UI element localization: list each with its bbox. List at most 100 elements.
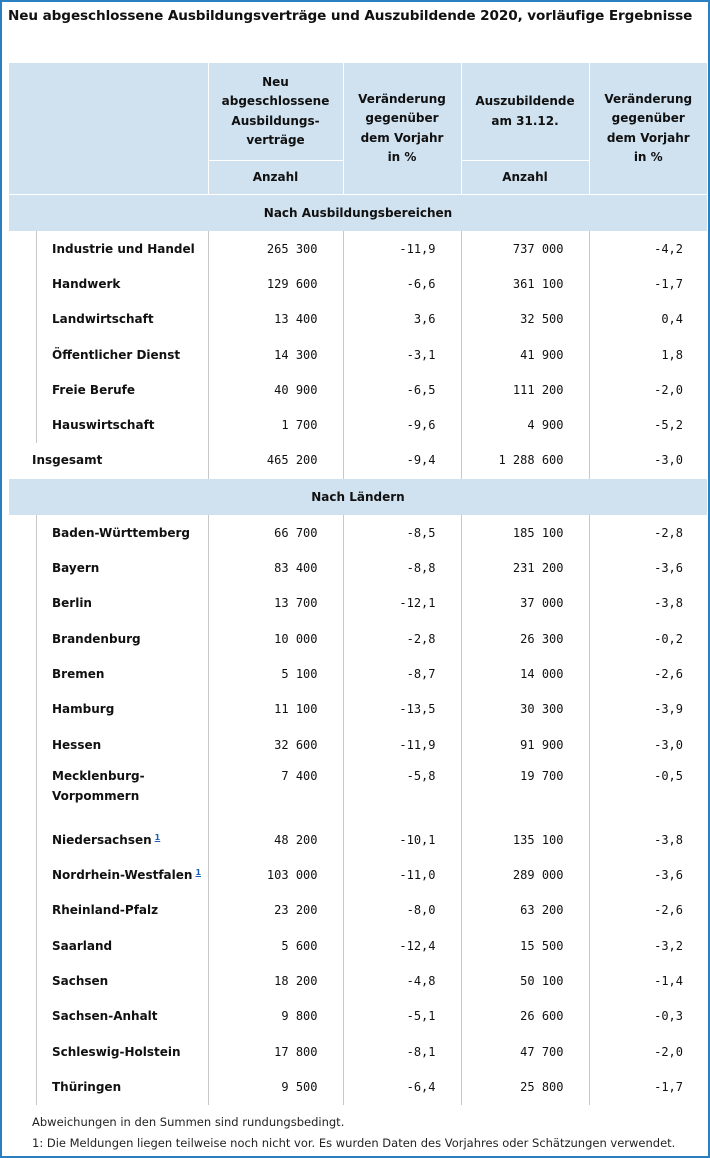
row-label-text: Sachsen xyxy=(52,973,109,988)
cell-trainees: 26 300 xyxy=(460,620,589,657)
cell-trainees: 135 100 xyxy=(460,822,589,858)
cell-trainees-change: -3,0 xyxy=(588,442,707,479)
cell-contracts: 7 400 xyxy=(207,762,343,823)
cell-contracts-change: -5,1 xyxy=(342,998,461,1034)
cell-contracts: 265 300 xyxy=(207,231,343,267)
cell-contracts-change: -6,5 xyxy=(342,372,461,408)
row-label-text: Brandenburg xyxy=(52,631,141,646)
footnote-link[interactable]: 1 xyxy=(154,832,161,842)
row-label-text: Hessen xyxy=(52,737,102,752)
cell-contracts: 14 300 xyxy=(207,336,343,373)
table-row: Bayern 83 400 -8,8 231 200 -3,6 xyxy=(9,550,707,586)
table-row: Hamburg 11 100 -13,5 30 300 -3,9 xyxy=(9,691,707,728)
cell-trainees: 91 900 xyxy=(460,726,589,763)
cell-contracts-change: -11,0 xyxy=(342,857,461,893)
cell-contracts-change: -3,1 xyxy=(342,336,461,373)
cell-trainees-change: -1,7 xyxy=(588,1069,707,1105)
table-row: Berlin 13 700 -12,1 37 000 -3,8 xyxy=(9,585,707,622)
row-label-text: Rheinland-Pfalz xyxy=(52,903,159,918)
header-unit-contracts: Anzahl xyxy=(207,160,343,195)
row-label: Schleswig-Holstein xyxy=(9,1033,208,1070)
table-row: Brandenburg 10 000 -2,8 26 300 -0,2 xyxy=(9,620,707,657)
cell-trainees-change: -0,3 xyxy=(588,998,707,1034)
cell-trainees-change: -2,6 xyxy=(588,656,707,692)
cell-contracts-change: -9,6 xyxy=(342,407,461,443)
cell-contracts: 9 800 xyxy=(207,998,343,1034)
cell-contracts: 11 100 xyxy=(207,691,343,727)
row-label-text: Thüringen xyxy=(52,1079,122,1094)
row-label: Nordrhein-Westfalen 1 xyxy=(9,857,208,894)
cell-trainees: 737 000 xyxy=(460,231,589,267)
table-row: Thüringen 9 500 -6,4 25 800 -1,7 xyxy=(9,1069,707,1105)
table-row: Hauswirtschaft 1 700 -9,6 4 900 -5,2 xyxy=(9,407,707,444)
row-label-text: Landwirtschaft xyxy=(52,312,154,327)
cell-trainees: 26 600 xyxy=(460,998,589,1034)
cell-trainees: 361 100 xyxy=(460,266,589,302)
table-row: Hessen 32 600 -11,9 91 900 -3,0 xyxy=(9,726,707,763)
row-label: Mecklenburg- Vorpommern xyxy=(9,762,208,823)
row-label: Hauswirtschaft xyxy=(9,407,208,444)
cell-contracts-change: -11,9 xyxy=(342,726,461,763)
cell-trainees-change: -2,8 xyxy=(588,515,707,551)
cell-trainees-change: -5,2 xyxy=(588,407,707,443)
cell-contracts-change: -8,8 xyxy=(342,550,461,586)
section-header-areas: Nach Ausbildungsbereichen xyxy=(9,194,707,231)
footnotes: Abweichungen in den Summen sind rundungs… xyxy=(32,1112,675,1154)
row-label-text: Öffentlicher Dienst xyxy=(52,347,181,362)
table-row: Nordrhein-Westfalen 1 103 000 -11,0 289 000-… xyxy=(9,857,707,894)
row-label-text: Hauswirtschaft xyxy=(52,418,155,433)
table-row: Sachsen 18 200 -4,8 50 100 -1,4 xyxy=(9,963,707,999)
row-label-text: Baden-Württemberg xyxy=(52,525,191,540)
row-label-text: Berlin xyxy=(52,596,92,611)
cell-contracts-change: 3,6 xyxy=(342,301,461,337)
row-label: Thüringen xyxy=(9,1069,208,1105)
header-trainees-change: Veränderung gegenüber dem Vorjahr in % xyxy=(588,63,707,195)
cell-trainees: 37 000 xyxy=(460,585,589,621)
table-row: Mecklenburg- Vorpommern 7 400 -5,8 19 700 -0,… xyxy=(9,762,707,823)
row-label: Niedersachsen 1 xyxy=(9,822,208,858)
table-row: Landwirtschaft 13 400 3,6 32 500 0,4 xyxy=(9,301,707,338)
table-row: Freie Berufe 40 900 -6,5 111 200 -2,0 xyxy=(9,372,707,408)
table-row: Saarland 5 600 -12,4 15 500 -3,2 xyxy=(9,928,707,964)
row-label-text: Sachsen-Anhalt xyxy=(52,1009,158,1024)
cell-trainees-change: -0,5 xyxy=(588,762,707,823)
table-row: Industrie und Handel 265 300 -11,9 737 000-… xyxy=(9,231,707,267)
cell-contracts-change: -8,5 xyxy=(342,515,461,551)
cell-contracts: 48 200 xyxy=(207,822,343,858)
cell-contracts: 1 700 xyxy=(207,407,343,443)
row-label: Bremen xyxy=(9,656,208,692)
cell-contracts: 10 000 xyxy=(207,620,343,657)
cell-contracts-change: -11,9 xyxy=(342,231,461,267)
cell-trainees: 15 500 xyxy=(460,928,589,964)
cell-contracts: 5 100 xyxy=(207,656,343,692)
row-label: Sachsen-Anhalt xyxy=(9,998,208,1035)
cell-trainees: 289 000 xyxy=(460,857,589,893)
cell-contracts-change: -10,1 xyxy=(342,822,461,858)
cell-trainees-change: -3,8 xyxy=(588,585,707,621)
row-label-text: Nordrhein-Westfalen xyxy=(52,868,193,883)
row-label: Hamburg xyxy=(9,691,208,728)
cell-trainees: 25 800 xyxy=(460,1069,589,1105)
table-row: Niedersachsen 1 48 200 -10,1 135 100 -3,8 xyxy=(9,822,707,858)
cell-contracts-change: -12,1 xyxy=(342,585,461,621)
row-label: Saarland xyxy=(9,928,208,964)
row-label-text: Mecklenburg- Vorpommern xyxy=(52,769,145,804)
cell-trainees: 1 288 600 xyxy=(460,442,589,479)
cell-trainees: 231 200 xyxy=(460,550,589,586)
footnote-link[interactable]: 1 xyxy=(195,868,202,878)
row-label: Brandenburg xyxy=(9,620,208,657)
row-label: Industrie und Handel xyxy=(9,231,208,267)
table-title: Neu abgeschlossene Ausbildungsverträge u… xyxy=(8,8,693,24)
cell-trainees: 63 200 xyxy=(460,892,589,929)
cell-contracts-change: -6,6 xyxy=(342,266,461,302)
row-label: Insgesamt xyxy=(9,443,208,479)
row-label-text: Handwerk xyxy=(52,276,121,291)
table-row: Sachsen-Anhalt 9 800 -5,1 26 600 -0,3 xyxy=(9,998,707,1035)
table-row: Insgesamt 465 200 -9,4 1 288 600 -3,0 xyxy=(9,442,707,479)
cell-contracts: 5 600 xyxy=(207,928,343,964)
cell-trainees-change: 0,4 xyxy=(588,301,707,337)
row-label: Sachsen xyxy=(9,963,208,999)
cell-trainees-change: -4,2 xyxy=(588,231,707,267)
cell-trainees-change: -3,6 xyxy=(588,857,707,893)
